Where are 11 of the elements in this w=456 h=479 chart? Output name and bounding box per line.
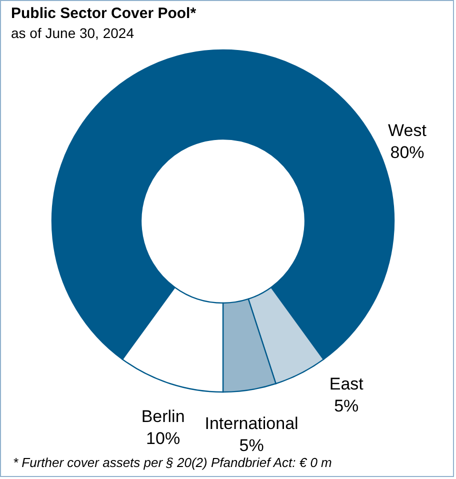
slice-label: West [388,121,427,140]
data-label: 80% [390,143,424,162]
data-label: 5% [334,396,359,416]
slice-label: Berlin [141,407,185,426]
chart-title: Public Sector Cover Pool* [11,5,196,22]
data-label: 5% [239,436,264,456]
slice-label: East [329,374,364,394]
slice-label: International [204,414,298,434]
chart-subtitle: as of June 30, 2024 [11,25,134,41]
text: * Further cover assets per § 20(2) Pfandbrief Act: € 0 m [13,455,332,470]
data-label: 10% [146,429,180,448]
